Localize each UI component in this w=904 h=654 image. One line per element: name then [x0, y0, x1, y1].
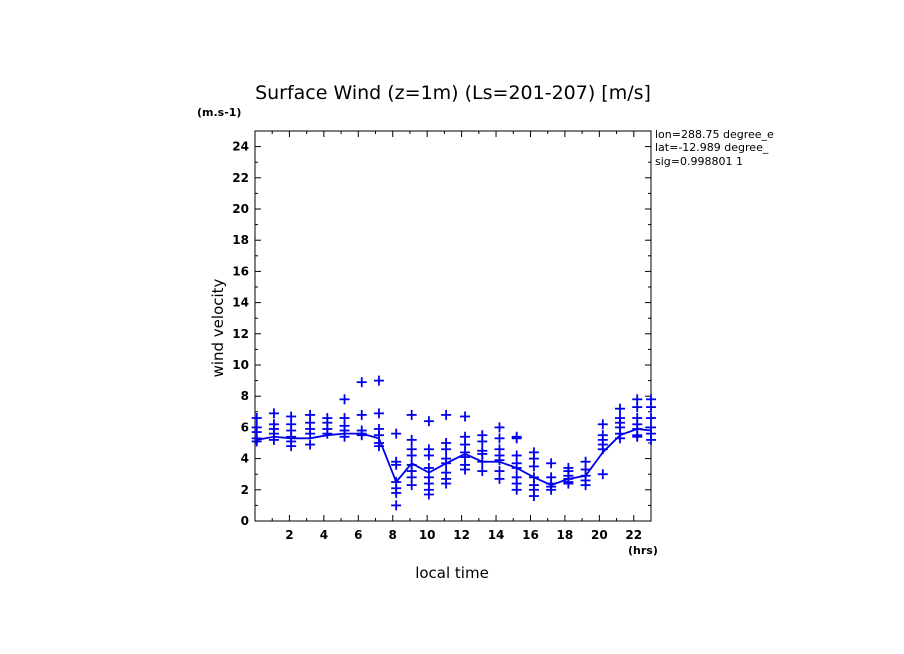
data-point: [423, 416, 434, 427]
data-point: [391, 428, 402, 439]
data-point: [528, 461, 539, 472]
data-point: [646, 413, 656, 424]
data-point: [563, 478, 574, 489]
data-point: [391, 500, 402, 511]
y-tick-label: 12: [232, 327, 249, 341]
x-tick-label: 14: [488, 528, 505, 542]
data-point: [391, 487, 402, 498]
data-point: [494, 455, 505, 466]
data-point: [305, 428, 316, 439]
data-point: [646, 402, 656, 413]
data-point: [356, 409, 367, 420]
info-sig: sig=0.998801 1: [655, 155, 743, 168]
data-point: [528, 491, 539, 502]
info-lon: lon=288.75 degree_e: [655, 128, 774, 141]
data-point: [597, 469, 608, 480]
y-tick-label: 14: [232, 296, 249, 310]
x-tick-label: 8: [389, 528, 397, 542]
y-tick-label: 2: [241, 483, 249, 497]
y-unit-label: (m.s-1): [197, 106, 241, 119]
data-point: [477, 436, 488, 447]
x-tick-label: 2: [285, 528, 293, 542]
data-point: [373, 375, 384, 386]
data-point: [406, 434, 417, 445]
data-point: [441, 444, 452, 455]
y-tick-label: 16: [232, 264, 249, 278]
data-point: [251, 436, 262, 447]
x-tick-label: 6: [354, 528, 362, 542]
data-point: [406, 480, 417, 491]
x-axis-ticks: 2 4 6 8 10 12 14 16 18 20 22: [271, 131, 642, 542]
data-point: [441, 409, 452, 420]
y-axis-label: wind velocity: [209, 278, 227, 377]
mean-line: [256, 428, 652, 487]
data-point: [423, 489, 434, 500]
mean-series: [256, 428, 652, 487]
data-point: [339, 394, 350, 405]
x-tick-label: 12: [453, 528, 470, 542]
data-point: [494, 433, 505, 444]
data-point: [406, 450, 417, 461]
x-tick-label: 18: [557, 528, 574, 542]
data-point: [322, 428, 333, 439]
chart-title: Surface Wind (z=1m) (Ls=201-207) [m/s]: [255, 82, 651, 104]
y-tick-label: 22: [232, 171, 249, 185]
x-tick-label: 22: [625, 528, 642, 542]
data-point: [423, 450, 434, 461]
data-point: [511, 433, 522, 444]
x-tick-label: 4: [320, 528, 328, 542]
y-tick-label: 10: [232, 358, 249, 372]
x-tick-label: 16: [522, 528, 539, 542]
data-point: [477, 466, 488, 477]
data-point: [511, 484, 522, 495]
x-unit-label: (hrs): [628, 544, 658, 557]
x-axis-label: local time: [415, 564, 489, 582]
data-point: [391, 459, 402, 470]
y-tick-label: 8: [241, 389, 249, 403]
data-point: [373, 408, 384, 419]
y-tick-label: 4: [241, 452, 249, 466]
y-tick-label: 0: [241, 514, 249, 528]
data-point: [305, 439, 316, 450]
data-point: [406, 409, 417, 420]
data-point: [423, 462, 434, 473]
data-point: [546, 484, 557, 495]
data-point: [494, 473, 505, 484]
info-block: lon=288.75 degree_e lat=-12.989 degree_ …: [655, 128, 774, 168]
y-tick-label: 24: [232, 140, 249, 154]
info-lat: lat=-12.989 degree_: [655, 141, 769, 154]
x-tick-label: 20: [591, 528, 608, 542]
scatter-series: [251, 375, 656, 511]
plot-frame: [254, 130, 652, 522]
data-point: [546, 458, 557, 469]
data-point: [632, 402, 643, 413]
data-point: [441, 478, 452, 489]
data-point: [494, 422, 505, 433]
data-point: [580, 480, 591, 491]
data-point: [597, 419, 608, 430]
data-point: [615, 403, 626, 414]
data-point: [460, 411, 471, 422]
data-point: [460, 464, 471, 475]
data-point: [632, 431, 643, 442]
data-point: [268, 408, 279, 419]
y-tick-label: 18: [232, 233, 249, 247]
data-point: [286, 441, 297, 452]
y-tick-label: 20: [232, 202, 249, 216]
data-point: [356, 377, 367, 388]
data-point: [646, 434, 656, 445]
y-tick-label: 6: [241, 420, 249, 434]
data-point: [251, 413, 262, 424]
x-tick-label: 10: [419, 528, 436, 542]
